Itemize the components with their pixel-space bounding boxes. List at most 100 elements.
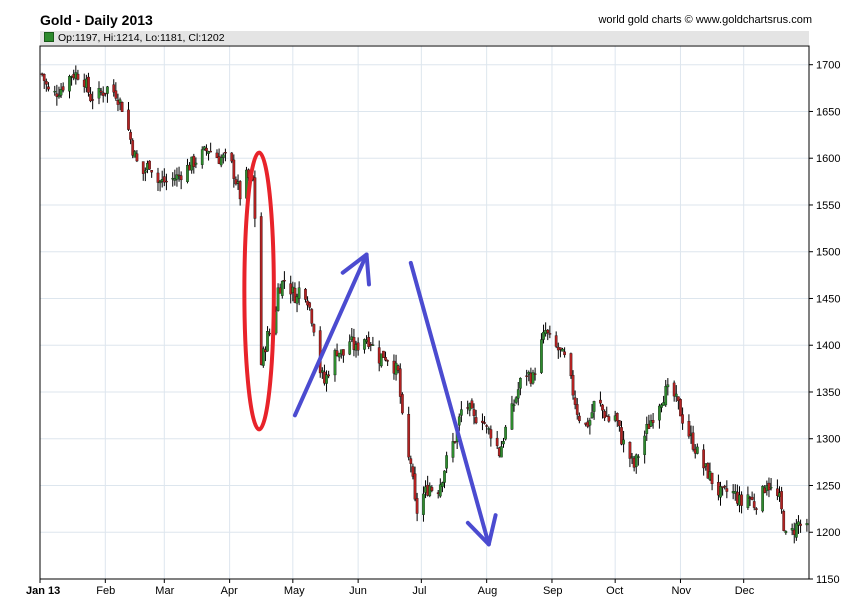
candle-up [173,178,177,181]
candle-up [590,412,594,418]
ohlc-values: Op:1197, Hi:1214, Lo:1181, Cl:1202 [58,32,225,44]
candle-down [776,488,779,496]
candle-up [266,331,269,352]
candle-down [752,501,756,508]
candle-down [141,161,145,174]
candle-down [293,287,297,303]
candle-down [162,176,166,183]
candle-up [746,494,750,508]
candle-up [695,446,699,454]
candle-up [207,151,210,154]
candle-up [649,420,653,427]
candle-up [348,341,352,355]
candle-down [308,302,312,308]
candle-up [592,401,596,412]
axes: 1150 1200 1250 1300 1350 1400 1450 1500 1550 1600… [26,45,840,597]
candle-up [219,157,223,166]
candle-down [232,159,236,179]
candle-down [740,494,743,506]
candle-up [666,384,670,388]
candle-up [194,162,198,165]
candle-down [342,349,345,356]
candle-down [253,177,257,219]
candle-up [333,350,337,376]
candle-down [677,396,680,401]
y-tick-label: 1250 [816,480,840,492]
candle-down [310,309,314,324]
candle-down [548,333,552,335]
candle-up [769,486,773,489]
candle-down [603,411,606,419]
candle-down [224,152,227,154]
y-tick-label: 1400 [816,340,840,352]
candle-down [628,442,632,459]
candle-up [57,95,61,98]
candle-down [533,373,537,375]
x-tick-label: Jun [349,585,367,597]
candle-down [398,368,402,397]
candle-down [563,351,566,356]
chart-title: Gold - Daily 2013 [40,12,153,28]
candle-up [561,348,564,352]
candle-down [386,360,389,362]
candle-down [672,382,676,397]
annotations [242,150,498,547]
candle-down [601,404,604,411]
candle-up [337,352,341,358]
candle-up [622,439,625,445]
candle-down [114,90,118,99]
candle-down [407,414,411,458]
candle-down [481,420,484,423]
x-tick-label: Aug [478,585,498,597]
highlight-ellipse [242,150,276,432]
candle-down [615,413,619,422]
candle-down [76,73,80,80]
candle-up [53,90,57,93]
y-tick-label: 1150 [816,574,840,586]
candle-down [767,482,771,491]
candle-up [516,389,520,399]
grid [40,46,809,580]
candle-up [761,486,764,512]
candle-up [504,426,507,440]
candle-down [268,332,271,335]
candle-down [430,487,434,491]
candle-up [660,404,663,408]
candle-down [131,140,135,156]
trend-arrow-head [465,513,498,547]
candle-up [460,409,463,416]
candle-down [238,181,242,200]
candle-down [569,353,573,377]
candle-up [158,181,162,184]
candle-down [283,279,286,282]
candle-up [674,393,678,397]
candle-down [651,420,655,423]
candle-up [531,372,535,384]
trend-arrow-head [340,252,371,287]
candle-down [127,109,130,130]
candle-up [500,446,503,458]
x-tick-label: May [284,585,305,597]
trend-arrow-shaft [408,260,491,547]
candle-up [325,374,328,384]
candle-up [457,416,461,426]
candle-up [634,454,638,467]
candle-down [112,84,116,93]
candle-down [578,415,581,422]
candle-down [120,102,124,112]
candle-down [352,337,356,350]
y-tick-label: 1550 [816,200,840,212]
candle-down [599,399,602,404]
candle-up [805,523,809,526]
candle-down [575,404,579,415]
x-tick-label: Nov [671,585,691,597]
candle-down [230,152,234,162]
candle-down [453,441,457,443]
candle-down [710,472,714,485]
candle-down [571,375,575,396]
candle-up [519,378,522,389]
x-tick-label: Oct [606,585,623,597]
candle-up [441,482,444,487]
x-tick-label: Dec [735,585,755,597]
